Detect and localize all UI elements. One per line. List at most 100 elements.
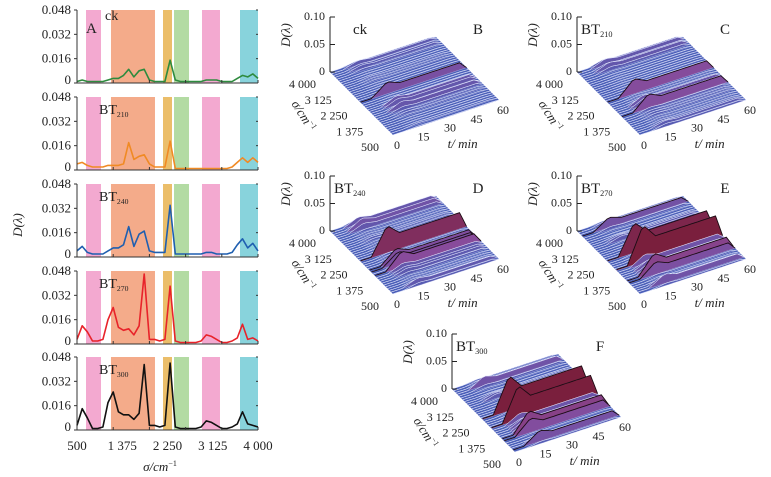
z-tick-label: 0.05 [304,196,325,210]
spectrum-panel-4: 0 0.016 0.032 0.048 BT300 [42,349,259,434]
surface-ridge [387,253,494,289]
series-line [76,362,259,430]
band-4 [201,184,220,257]
z-axis-title: D(λ) [278,23,293,48]
series-label: BT240 [99,190,129,206]
y-tick-label: 0.048 [42,89,71,104]
t-axis-title: t/ min [448,295,478,310]
x-tick-label: 500 [67,438,87,453]
surface-ridge [383,249,491,286]
t-tick-label: 60 [497,103,509,117]
y-tick-label: 0.016 [42,138,72,153]
y-tick-label: 0.048 [42,176,71,191]
surface-ridge [335,197,442,237]
band-5 [240,271,258,344]
surface-ridge [591,210,698,246]
t-axis-title: t/ min [448,136,478,151]
sample-label-base: BT [334,181,353,197]
surface-ridge [580,40,687,76]
surface-ridge [611,70,718,107]
surface-ridge [621,75,729,118]
t-tick-label: 30 [444,280,456,294]
z-tick-label: 0 [566,223,572,237]
y-tick-label: 0 [65,333,72,348]
surface-ridge [391,255,498,293]
band-5 [240,97,258,170]
z-axis-title: D(λ) [400,340,415,365]
z-tick-label: 0.10 [551,9,572,23]
surface-ridge [629,242,736,284]
band-1 [110,10,155,83]
z-tick-label: 0.10 [426,326,447,340]
y-tick-label: 0.032 [42,287,71,302]
band-4 [201,97,220,170]
surface-ridge [504,399,611,442]
surface-ridge [491,374,599,429]
series-label-subscript: 300 [117,370,129,379]
t-tick-label: 30 [691,280,703,294]
t-tick-label: 45 [471,112,483,126]
y-tick-label: 0 [65,72,72,87]
surface-ridge [502,394,609,440]
surface-ridge [621,238,729,277]
band-5 [240,184,258,257]
y-tick-label: 0.016 [42,51,72,66]
t-tick-label: 60 [744,103,756,117]
surface-ridge [364,70,471,107]
y-axis-title: D(λ) [10,213,25,238]
spectrum-panel-0: 0 0.016 0.032 0.048 ck [42,2,259,87]
surface-ridge [371,76,478,114]
surface-ridge [374,233,482,276]
sample-label-subscript: 270 [600,189,612,198]
surface-ridge [630,90,738,127]
band-4 [201,10,220,83]
surface-ridge [607,60,714,103]
sigma-tick-label: 4 000 [289,77,316,91]
sigma-tick-label: 500 [608,299,626,313]
z-axis-title: D(λ) [525,23,540,48]
band-2 [163,184,172,257]
surface-ridge [589,49,696,85]
surface-ridge [346,211,453,248]
band-4 [201,357,220,430]
y-tick-label: 0.032 [42,373,71,388]
sigma-tick-label: 1 375 [583,124,610,138]
surface-ridge [351,58,458,94]
surface-ridge [582,197,689,237]
z-tick-label: 0 [319,223,325,237]
sigma-axis-title-sup: −1 [554,119,566,131]
sigma-tick-label: 4 000 [536,236,563,250]
y-tick-label: 0 [65,159,72,174]
sigma-tick-label: 500 [608,140,626,154]
y-tick-label: 0.016 [42,398,72,413]
band-0 [85,97,101,170]
surface-ridge [338,204,446,241]
surface-ridge [360,212,468,262]
t-tick-label: 15 [665,288,677,302]
band-5 [240,10,258,83]
series-label-subscript: 210 [117,110,129,119]
sigma-tick-label: 3 125 [427,410,454,424]
surface-ridge [333,40,440,76]
surface-ridge [638,253,745,293]
spectrum-panel-3: 0 0.016 0.032 0.048 BT270 [42,263,259,348]
sigma-tick-label: 2 250 [321,268,348,282]
surface-ridge [337,43,444,80]
surface-ridge [392,99,500,136]
z-tick-label: 0 [319,64,325,78]
sigma-axis-title-sup: −1 [554,278,566,290]
t-tick-label: 0 [394,138,400,152]
t-tick-label: 45 [718,112,730,126]
series-line [76,204,259,255]
x-axis-title-base: σ/cm [143,459,168,474]
surface-ridge [459,360,566,397]
surface-ridge [380,87,487,123]
surface-ridge [620,238,727,275]
sigma-tick-label: 3 125 [305,93,332,107]
surface-ridge [618,76,725,114]
t-tick-label: 60 [619,420,631,434]
surface-ridge [513,410,620,451]
surface-ridge [584,43,691,80]
